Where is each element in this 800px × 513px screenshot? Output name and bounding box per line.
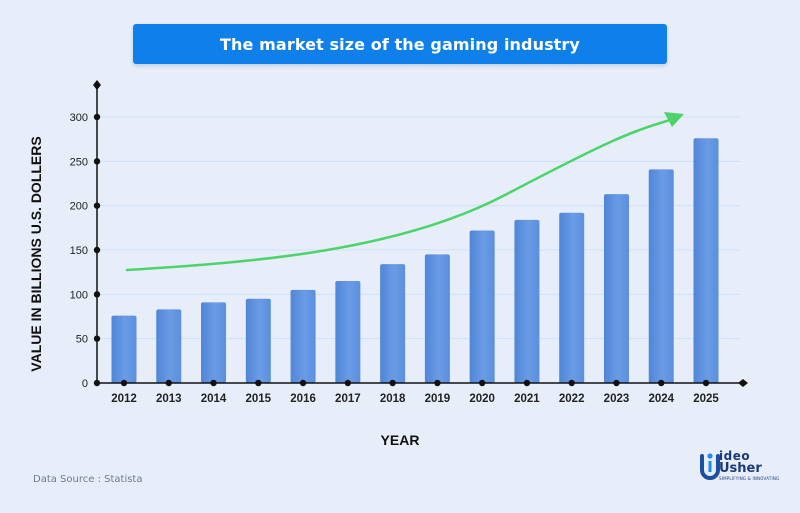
x-tick-label: 2023 [604,393,630,405]
ideo-usher-logo-icon [700,453,720,480]
x-axis-label: YEAR [381,432,420,448]
x-tick-label: 2020 [469,393,495,405]
bar-2015 [245,298,271,383]
y-tick-label: 100 [70,289,88,301]
x-tick-dot [613,379,620,387]
x-tick-label: 2024 [648,393,674,405]
x-tick-dot [165,379,172,387]
bar-2018 [380,264,406,383]
y-tick-dot [93,291,101,298]
bar-2019 [424,254,450,383]
x-tick-label: 2013 [156,393,182,405]
x-tick-label: 2016 [290,393,316,405]
trend-arrowhead-icon [664,112,684,127]
bar-2023 [603,194,629,383]
x-tick-dot [702,379,710,387]
bar-2021 [514,219,540,383]
x-tick-dot [344,379,352,387]
y-axis-arrow-icon [93,80,101,90]
x-tick-label: 2014 [201,393,227,405]
x-tick-label: 2021 [514,393,540,405]
trend-arrow [125,112,684,272]
y-tick-dot [93,335,101,342]
x-tick-dot [568,379,575,387]
x-tick-dot [299,379,307,387]
bars [111,138,719,383]
y-axis-label: VALUE IN BILLIONS U.S. DOLLERS [28,136,44,371]
x-axis-arrow-icon [738,379,748,387]
logo-text-ideo: ideo [719,449,751,463]
tick-labels: 0 50 100 150 200 250 300 2012 2013 2014 2015 2016 20… [70,112,720,405]
x-tick-dot [434,379,441,387]
y-tick-label: 250 [70,156,88,168]
bar-2020 [469,230,495,383]
bar-2017 [335,281,361,383]
x-tick-label: 2018 [380,393,406,405]
bar-2016 [290,289,316,383]
axes [93,80,748,387]
bar-2024 [648,169,674,383]
y-tick-label: 300 [70,112,88,124]
x-tick-label: 2015 [246,393,272,405]
bar-2022 [559,212,585,383]
logo-text-usher: Usher [719,461,762,476]
y-tick-dot [93,202,101,209]
y-tick-dot [93,379,101,387]
bar-2013 [156,309,182,383]
x-tick-dot [120,379,128,387]
x-tick-dot [210,379,217,387]
data-source-note: Data Source : Statista [33,474,143,485]
x-tick-label: 2022 [559,393,585,405]
x-tick-dot [389,379,396,387]
x-tick-label: 2019 [425,393,451,405]
bar-2014 [201,302,227,383]
bar-2012 [111,315,137,383]
x-tick-dot [478,379,486,387]
grid-lines [97,116,740,340]
x-tick-dot [658,379,665,387]
y-tick-dot [93,246,101,254]
trend-line [125,118,672,272]
y-tick-label: 150 [70,245,88,257]
y-tick-label: 50 [76,334,88,346]
x-tick-dot [255,379,262,387]
y-tick-dot [93,158,101,165]
y-tick-dot [93,113,101,121]
bar-2025 [693,138,719,383]
chart-title: The market size of the gaming industry [133,24,667,64]
x-tick-label: 2025 [693,393,719,405]
y-tick-label: 200 [70,201,88,213]
x-tick-dot [523,379,531,387]
x-tick-label: 2012 [111,393,137,405]
y-tick-label: 0 [82,378,88,390]
logo-tagline: SIMPLIFYING & INNOVATING [719,476,780,481]
x-tick-label: 2017 [335,393,361,405]
